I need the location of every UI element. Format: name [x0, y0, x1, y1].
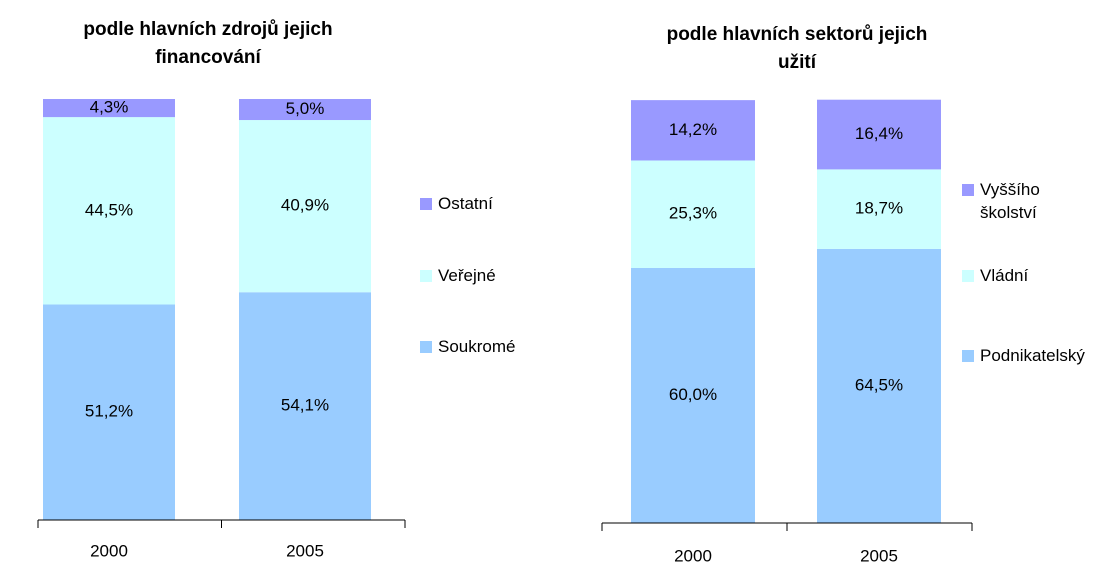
value-label: 44,5%: [85, 200, 133, 219]
legend-swatch: [420, 341, 432, 353]
value-label: 54,1%: [281, 396, 329, 415]
value-label: 25,3%: [669, 204, 717, 223]
legend-swatch: [962, 270, 974, 282]
chart-title: podle hlavních zdrojů jejich financování: [83, 19, 333, 68]
bar-segment: [239, 99, 371, 121]
legend-swatch: [962, 350, 974, 362]
bar-segment: [43, 99, 175, 118]
legend-label: Ostatní: [438, 194, 493, 213]
bar-segment: [631, 100, 755, 161]
legend-swatch: [420, 198, 432, 210]
legend-label: Podnikatelský: [980, 346, 1085, 365]
value-label: 18,7%: [855, 199, 903, 218]
x-tick-label: 2005: [286, 541, 324, 560]
x-tick-label: 2005: [860, 546, 898, 563]
legend-label: Vyššího školství: [980, 180, 1040, 222]
bar-segment: [43, 117, 175, 305]
bar-segment: [817, 169, 941, 249]
value-label: 16,4%: [855, 124, 903, 143]
bar-segment: [817, 99, 941, 170]
chart-title: podle hlavních sektorů jejich užití: [666, 24, 928, 73]
legend-swatch: [962, 184, 974, 196]
legend-swatch: [420, 270, 432, 282]
value-label: 5,0%: [286, 99, 325, 118]
bar-segment: [817, 248, 941, 523]
x-tick-label: 2000: [674, 546, 712, 563]
bar-segment: [43, 304, 175, 520]
legend-label: Vládní: [980, 266, 1029, 285]
legend-label: Soukromé: [438, 337, 516, 356]
bar-segment: [239, 120, 371, 293]
bar-segment: [239, 292, 371, 520]
x-tick-label: 2000: [90, 541, 128, 560]
value-label: 40,9%: [281, 196, 329, 215]
bar-segment: [631, 268, 755, 523]
bar-segment: [631, 160, 755, 268]
legend-label: Veřejné: [438, 266, 496, 285]
value-label: 51,2%: [85, 402, 133, 421]
value-label: 14,2%: [669, 120, 717, 139]
value-label: 60,0%: [669, 385, 717, 404]
value-label: 4,3%: [90, 98, 129, 117]
value-label: 64,5%: [855, 375, 903, 394]
